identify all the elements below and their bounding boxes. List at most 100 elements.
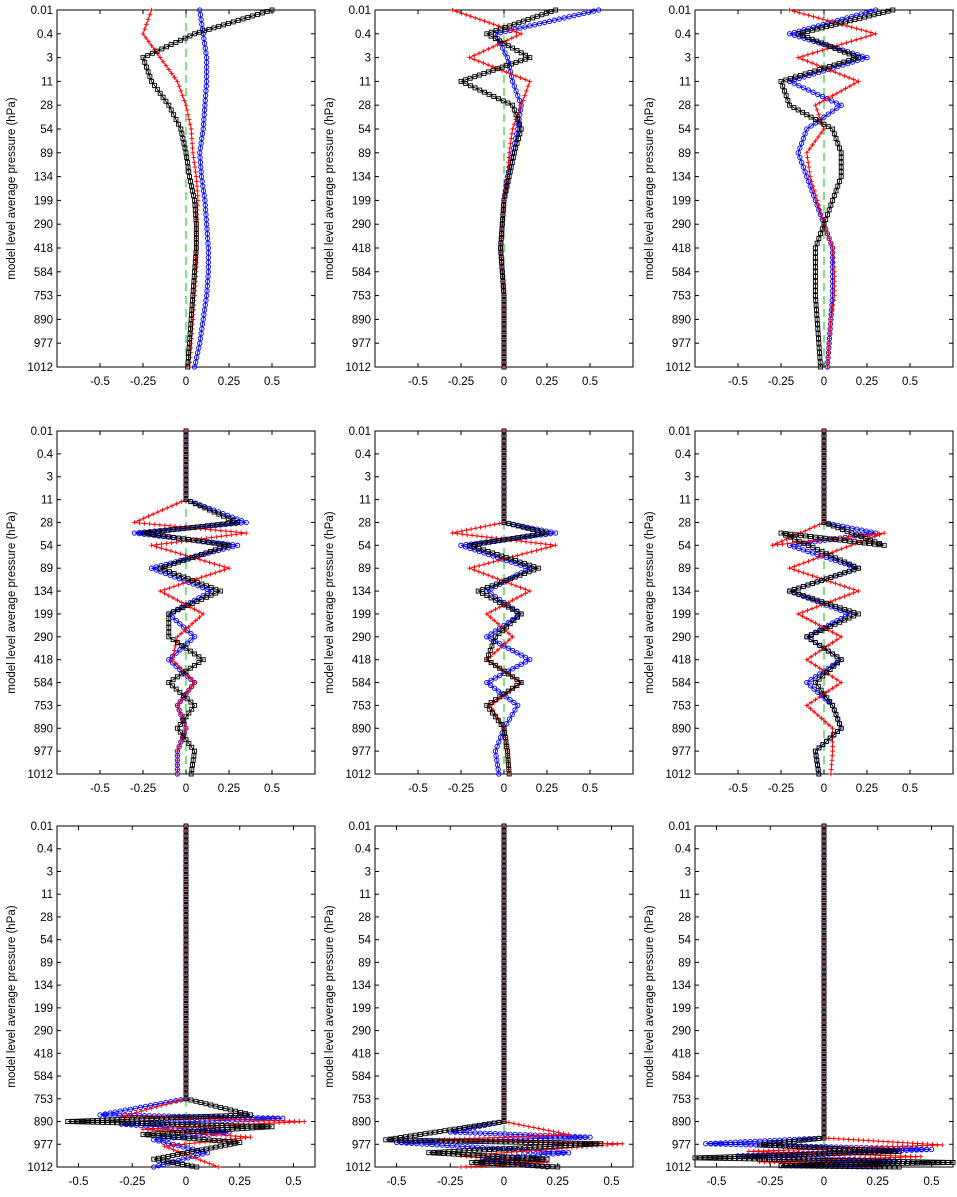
data-point [502,50,508,56]
data-point [493,1139,499,1145]
data-point [170,637,176,643]
y-tick-label: 199 [672,195,691,207]
data-point [281,1120,287,1125]
data-point [808,618,814,624]
data-point [498,722,504,727]
data-point [228,1107,234,1113]
data-point [805,155,810,160]
data-point [510,155,516,161]
data-point [192,651,198,657]
data-point [178,551,183,557]
y-tick-label: 977 [34,1139,53,1151]
data-point [501,1023,507,1029]
data-point [816,771,822,777]
data-point [839,41,845,47]
data-point [814,240,820,246]
y-tick-label: 134 [672,586,692,598]
data-point [514,131,520,137]
data-point [223,528,229,534]
data-point [557,1143,563,1149]
data-point [183,1021,189,1027]
data-point [857,539,863,545]
data-point [829,307,835,313]
data-point [751,1149,757,1154]
y-tick-label: 0.01 [669,426,691,438]
data-point [496,739,502,745]
data-point [830,302,836,308]
data-point [831,264,837,270]
data-point [238,520,244,526]
data-point [191,160,197,165]
y-tick-label: 89 [678,563,691,575]
data-point [182,627,188,633]
data-point [492,634,498,640]
data-point [831,1145,837,1151]
data-point [511,107,517,113]
data-point [491,638,497,644]
data-point [218,1113,224,1119]
data-point [819,599,825,605]
data-point [183,448,189,454]
y-tick-label: 11 [41,495,53,507]
data-point [583,1142,589,1147]
data-point [834,683,840,688]
data-point [477,87,483,93]
data-point [808,677,814,683]
data-point [810,142,815,148]
data-point [197,12,204,18]
y-tick-label: 89 [678,957,691,969]
data-point [199,581,205,587]
data-point [490,67,496,73]
data-point [925,1143,930,1148]
y-tick-label: 1012 [665,769,691,781]
data-point [838,169,844,175]
data-point [502,193,508,199]
data-point [199,1147,204,1153]
x-tick-label: 0 [821,1176,827,1188]
data-point [825,364,830,370]
data-point [817,350,822,356]
data-point [177,621,183,627]
data-point [727,1156,733,1161]
data-point [828,553,834,559]
data-point [837,145,842,151]
data-point [147,1102,154,1109]
data-point [135,1120,140,1126]
data-point [767,1142,772,1148]
data-point [762,1156,767,1162]
data-point [791,1157,797,1163]
data-point [234,1126,240,1132]
data-point [244,1125,250,1131]
data-point [521,1134,527,1139]
data-point [490,574,496,580]
data-point [815,555,821,560]
data-point [851,1137,856,1143]
data-point [837,571,843,577]
data-point [813,630,819,636]
data-point [703,1141,709,1147]
data-point [181,98,187,103]
data-point [821,979,827,985]
data-point [817,694,822,700]
data-point [838,657,844,663]
data-point [156,1136,162,1142]
data-point [800,609,806,615]
data-point [846,58,852,64]
data-point [815,712,821,718]
data-point [183,897,189,903]
data-point [497,641,503,647]
data-point [830,640,835,645]
data-point [812,674,819,680]
data-point [176,83,182,89]
data-point [819,549,825,555]
data-point [566,14,572,20]
data-point [489,583,495,589]
data-point [831,259,836,265]
data-point [190,150,196,156]
data-point [770,543,775,548]
data-point [821,894,827,899]
data-point [452,1126,458,1132]
data-point [842,570,848,576]
data-point [524,550,530,556]
data-point [844,40,849,46]
